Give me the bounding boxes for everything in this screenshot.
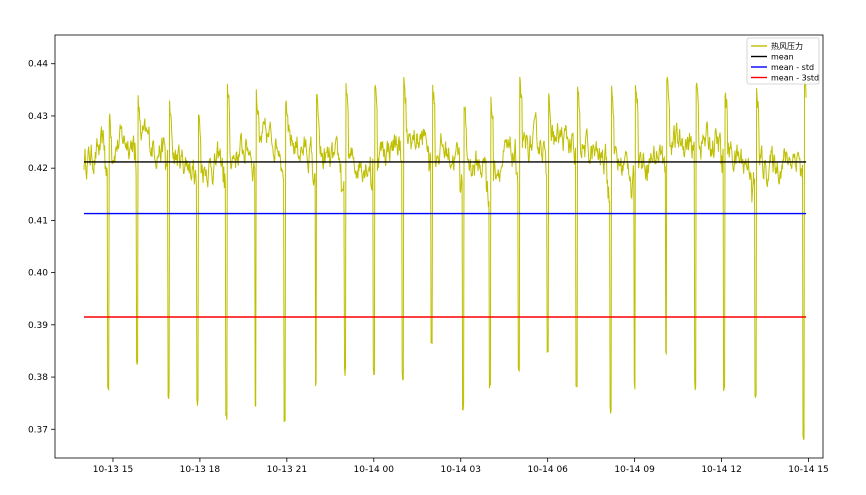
y-tick-label: 0.40 xyxy=(28,269,48,279)
y-tick-label: 0.42 xyxy=(28,164,48,174)
legend-label: mean - std xyxy=(771,63,814,72)
x-axis: 10-13 15 10-13 18 10-13 21 10-14 00 10-14 03… xyxy=(93,458,829,475)
x-tick-label: 10-14 09 xyxy=(614,465,655,475)
x-tick-label: 10-14 06 xyxy=(527,465,568,475)
x-tick-label: 10-13 18 xyxy=(180,465,221,475)
x-tick-label: 10-14 00 xyxy=(354,465,395,475)
y-tick-label: 0.41 xyxy=(28,216,48,226)
axes-frame xyxy=(54,34,824,459)
reference-lines xyxy=(83,161,807,318)
y-tick-label: 0.44 xyxy=(28,60,48,70)
x-tick-label: 10-13 15 xyxy=(93,465,133,475)
legend-box xyxy=(746,37,820,85)
legend-label: mean xyxy=(771,53,794,62)
series-layer xyxy=(83,76,807,440)
y-tick-label: 0.38 xyxy=(28,373,48,383)
plot-area xyxy=(54,34,824,459)
y-tick-label: 0.43 xyxy=(28,112,48,122)
x-tick-label: 10-14 15 xyxy=(788,465,828,475)
x-tick-label: 10-14 03 xyxy=(441,465,481,475)
legend-label: mean - 3std xyxy=(771,74,819,83)
x-tick-label: 10-14 12 xyxy=(701,465,741,475)
series-line-hot-air-pressure xyxy=(83,76,807,440)
y-tick-label: 0.39 xyxy=(28,321,48,331)
y-tick-label: 0.37 xyxy=(28,425,48,435)
y-axis: 0.37 0.38 0.39 0.40 0.41 0.42 0.43 0.44 xyxy=(28,60,55,435)
legend-label: 热风压力 xyxy=(771,41,803,51)
x-tick-label: 10-13 21 xyxy=(267,465,307,475)
